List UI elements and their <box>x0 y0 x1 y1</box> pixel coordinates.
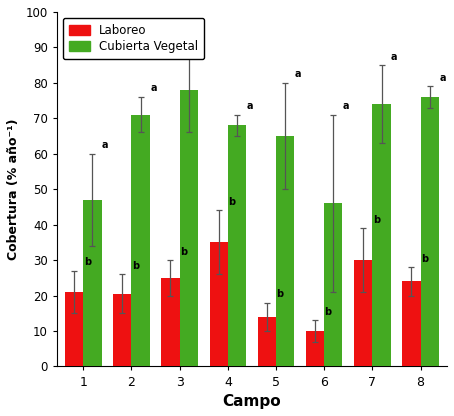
Text: a: a <box>439 73 446 83</box>
Bar <box>161 278 180 366</box>
Bar <box>83 200 102 366</box>
Text: b: b <box>228 197 235 207</box>
Text: a: a <box>247 101 253 111</box>
Bar <box>354 260 372 366</box>
Bar <box>372 104 391 366</box>
Text: a: a <box>198 34 205 44</box>
Y-axis label: Cobertura (% año⁻¹): Cobertura (% año⁻¹) <box>7 119 20 260</box>
X-axis label: Campo: Campo <box>222 394 281 409</box>
Bar <box>65 292 83 366</box>
Legend: Laboreo, Cubierta Vegetal: Laboreo, Cubierta Vegetal <box>63 18 204 59</box>
Bar <box>324 203 342 366</box>
Text: a: a <box>150 84 157 94</box>
Bar <box>228 125 246 366</box>
Bar <box>180 90 198 366</box>
Text: b: b <box>84 257 91 267</box>
Bar <box>113 294 132 366</box>
Text: b: b <box>276 289 283 299</box>
Text: b: b <box>132 261 139 271</box>
Text: a: a <box>102 140 109 150</box>
Text: a: a <box>391 52 398 62</box>
Text: b: b <box>325 307 332 317</box>
Text: b: b <box>180 247 187 257</box>
Text: a: a <box>343 101 350 111</box>
Bar <box>132 115 150 366</box>
Bar <box>258 317 276 366</box>
Bar <box>209 243 228 366</box>
Text: a: a <box>295 69 301 79</box>
Bar <box>276 136 294 366</box>
Text: b: b <box>373 215 380 225</box>
Text: b: b <box>421 254 428 264</box>
Bar <box>420 97 439 366</box>
Bar <box>402 281 420 366</box>
Bar <box>306 331 324 366</box>
